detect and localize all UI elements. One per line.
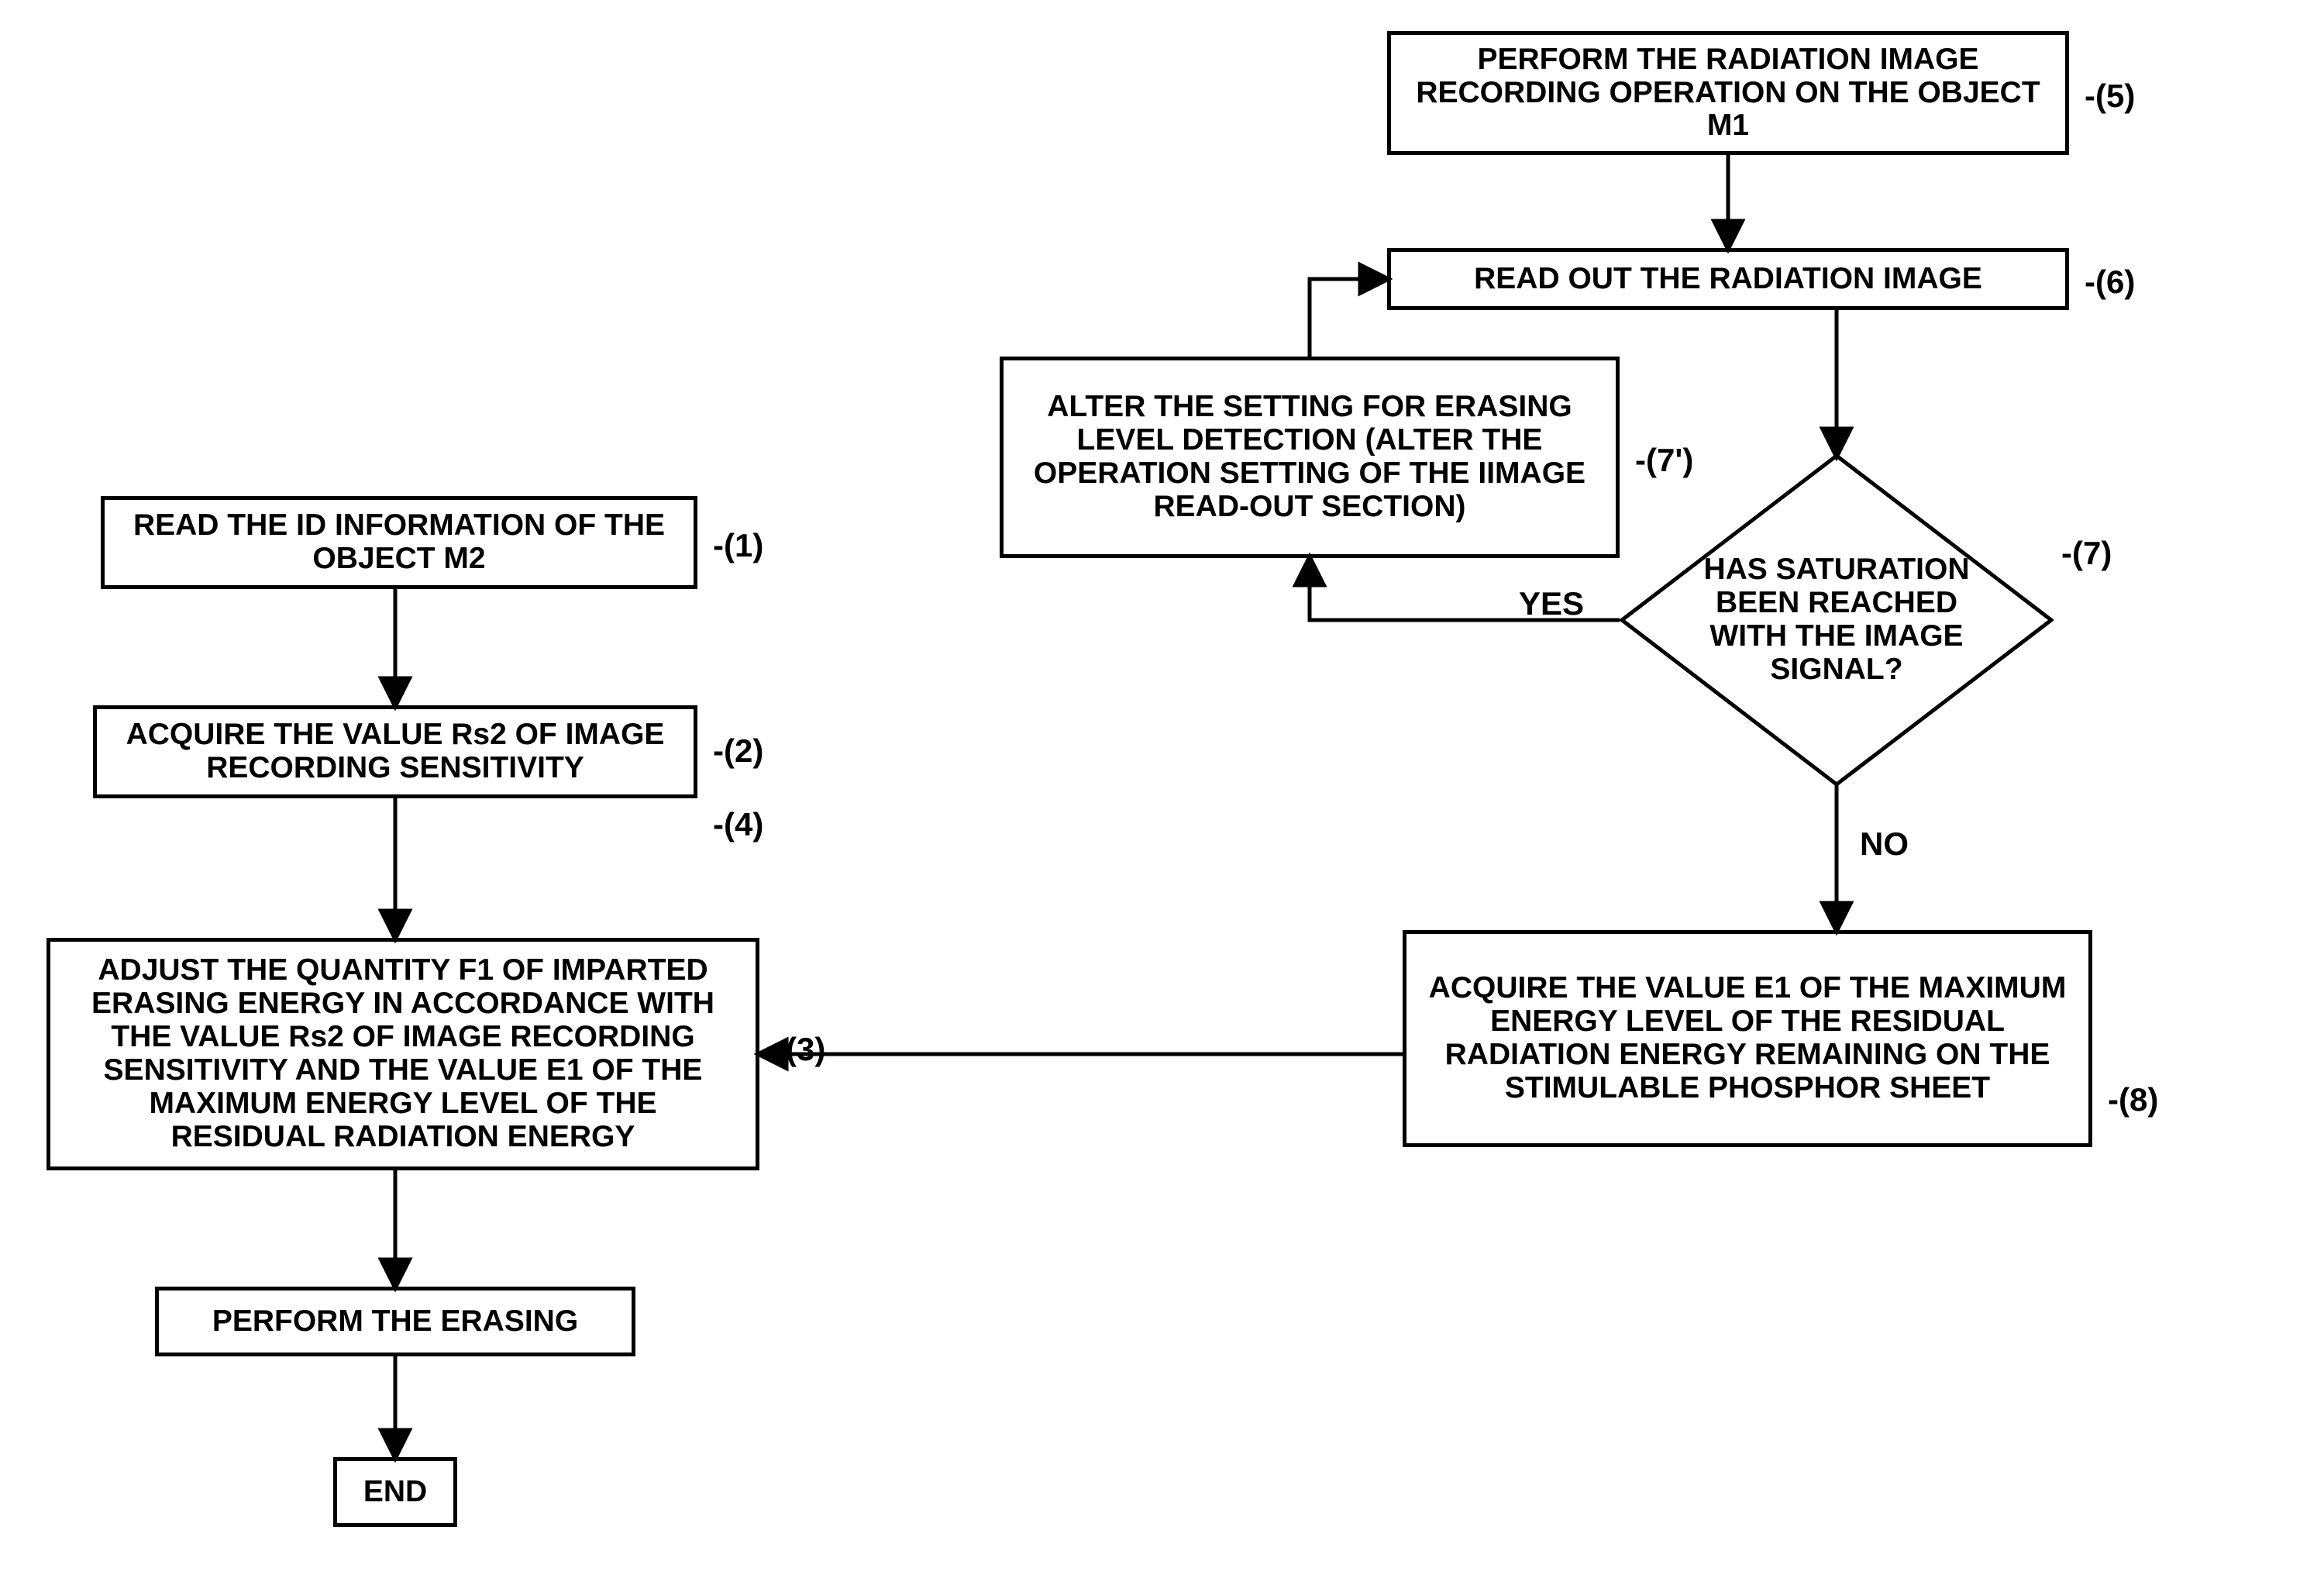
step-label-5: -(5) xyxy=(2085,78,2135,115)
step-label-2: -(2) xyxy=(713,732,763,770)
step-label-6: -(6) xyxy=(2085,264,2135,301)
node-end: END xyxy=(333,1457,457,1527)
step-label-1: -(1) xyxy=(713,527,763,564)
node-read-out-image: READ OUT THE RADIATION IMAGE xyxy=(1387,248,2069,310)
diamond-text: HAS SATURATION BEEN REACHED WITH THE IMA… xyxy=(1620,453,2054,787)
node-perform-recording: PERFORM THE RADIATION IMAGE RECORDING OP… xyxy=(1387,31,2069,155)
node-acquire-rs2: ACQUIRE THE VALUE Rs2 OF IMAGE RECORDING… xyxy=(93,705,697,798)
step-label-8: -(8) xyxy=(2108,1081,2158,1118)
step-label-3: -(3) xyxy=(775,1031,825,1068)
step-label-7: -(7) xyxy=(2061,535,2112,572)
node-acquire-e1: ACQUIRE THE VALUE E1 OF THE MAXIMUM ENER… xyxy=(1403,930,2092,1147)
node-saturation-decision: HAS SATURATION BEEN REACHED WITH THE IMA… xyxy=(1620,453,2054,787)
node-adjust-f1: ADJUST THE QUANTITY F1 OF IMPARTED ERASI… xyxy=(46,938,759,1170)
node-read-id: READ THE ID INFORMATION OF THE OBJECT M2 xyxy=(101,496,697,589)
edge-label-no: NO xyxy=(1860,825,1909,863)
edge-label-yes: YES xyxy=(1519,585,1584,622)
node-perform-erasing: PERFORM THE ERASING xyxy=(155,1287,635,1356)
step-label-4: -(4) xyxy=(713,806,763,843)
node-alter-setting: ALTER THE SETTING FOR ERASING LEVEL DETE… xyxy=(1000,357,1620,558)
